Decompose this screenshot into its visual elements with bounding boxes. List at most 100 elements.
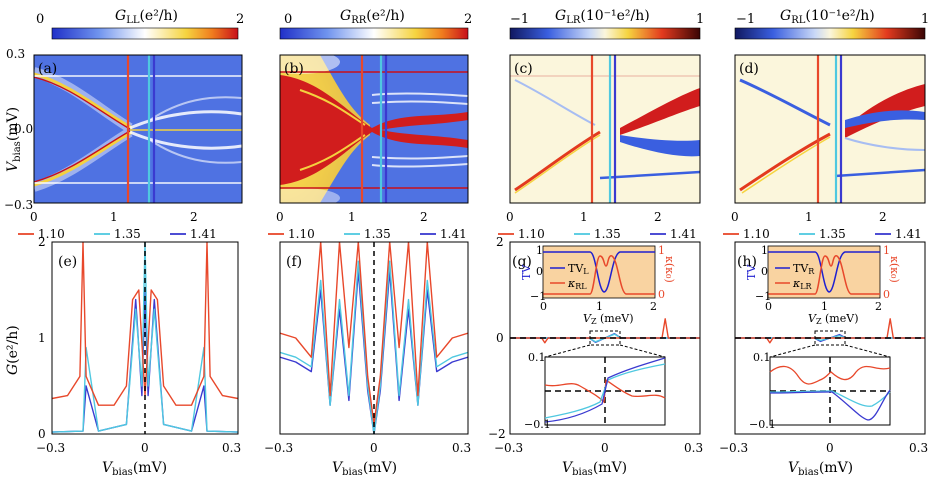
colorbar-d-min: −1 <box>736 12 755 27</box>
panel-e-ytick-0: 0 <box>38 427 46 441</box>
panel-h-inset-xtick-1: 1 <box>821 300 828 313</box>
panel-b-red-core <box>280 75 372 185</box>
panel-f-series-1-35 <box>280 260 468 434</box>
panel-d-yellow-lower <box>741 136 831 194</box>
panel-b-white-stripes <box>371 92 468 168</box>
panel-h-inset-ytick-0: 0 <box>761 265 768 278</box>
panel-e-label: (e) <box>58 254 77 270</box>
panel-h-zoom-red <box>769 365 891 385</box>
panel-c-cuts <box>590 55 617 203</box>
legend-e-label-1: 1.35 <box>114 227 141 241</box>
panel-h-inset-bg <box>767 245 881 299</box>
panel-g-inset-bg <box>542 245 656 299</box>
panel-b-glow-top <box>280 55 340 74</box>
colorbar-b-max: 2 <box>464 12 472 27</box>
colorbar-d: −1 1 GRL(10⁻¹e²/h) <box>734 8 929 40</box>
panel-d-blue-upper <box>739 78 831 127</box>
panel-d-blue-mid <box>844 137 925 151</box>
panel-g-inset-legend-k: κRL <box>567 277 587 291</box>
panel-h-inset-kappa <box>768 255 880 295</box>
panel-h-zoom-ytick-top: 0.1 <box>753 351 771 364</box>
top-ylabel: Vbias(mV) <box>5 107 23 172</box>
panel-g-zoom-lead-l <box>544 344 591 358</box>
panel-a-branch3 <box>149 96 242 121</box>
colorbar-a-title: GLL(e²/h) <box>115 8 178 26</box>
panel-g-ytick-m2: −2 <box>488 427 506 441</box>
panel-b-frame <box>279 54 469 204</box>
colorbar-d-max: 1 <box>921 12 929 27</box>
panel-g-inset-tv <box>543 251 655 293</box>
panel-g-xtick-l: −0.3 <box>494 441 523 455</box>
panel-h-zoom-lead-l <box>769 344 816 358</box>
panel-h-zoom: 0.1 −0.1 <box>749 330 891 431</box>
panel-c-red-lower <box>514 130 601 192</box>
panel-b-label: (b) <box>284 61 304 77</box>
colorbar-a-min: 0 <box>36 12 44 27</box>
legend-f-label-2: 1.41 <box>440 227 467 241</box>
panel-h-inset-legend-k: κLR <box>792 277 813 291</box>
panel-d-frame <box>734 54 926 204</box>
panel-e-ytick-1: 1 <box>38 331 46 345</box>
panel-a-frame <box>33 54 243 204</box>
panel-a <box>34 55 242 203</box>
top-ytick-mid: 0.0 <box>14 122 33 136</box>
panel-d-red-blob <box>845 84 925 138</box>
panel-c-xtick-0: 0 <box>506 210 514 224</box>
panel-c-blue-faint1 <box>514 79 596 126</box>
panel-h-zoom-src <box>814 330 846 346</box>
panel-g-inset-xlabel: VZ (meV) <box>583 312 633 326</box>
panel-a-red-lower <box>34 130 131 183</box>
panel-d-cuts <box>816 55 843 203</box>
panel-c <box>510 55 700 203</box>
panel-h-zoom-cyan <box>769 390 891 407</box>
panel-g-inset-xtick-0: 0 <box>540 300 547 313</box>
panel-g-xtick-m: 0 <box>601 441 609 455</box>
panel-h-inset-yleft: TV <box>745 264 758 280</box>
panel-e-xtick-m: 0 <box>141 441 149 455</box>
panel-d <box>735 55 925 203</box>
panel-g-zoom-cyan <box>544 363 666 419</box>
panel-h-label: (h) <box>737 254 757 270</box>
legend-g-label-1: 1.35 <box>594 227 621 241</box>
panel-h-inset-rtick-0: 0 <box>883 288 890 301</box>
legend-e-label-0: 1.10 <box>38 227 65 241</box>
panel-g-zoom-ytick-top: 0.1 <box>528 351 546 364</box>
colorbar-c: −1 1 GLR(10⁻¹e²/h) <box>509 8 704 40</box>
panel-a-bg <box>34 55 242 203</box>
panel-h-inset-ytick-m1: −1 <box>755 290 771 303</box>
legend-h-label-0: 1.10 <box>743 227 770 241</box>
panel-a-xtick-0: 0 <box>30 210 38 224</box>
panel-b-glow-bot <box>280 188 340 203</box>
panel-h-inset-yright: κ(κ₀) <box>888 256 901 283</box>
panel-a-branch4 <box>149 139 242 164</box>
panel-h-inset-legend-tv: TVR <box>793 262 815 276</box>
panel-c-blue-lower-blob <box>620 135 700 157</box>
panel-g-zoom-blue <box>544 357 666 423</box>
panel-g-inset-ytick-m1: −1 <box>530 290 546 303</box>
top-ytick-top: 0.3 <box>6 47 25 61</box>
panel-h-zoom-lead-r <box>844 344 891 358</box>
panel-a-branch2 <box>129 130 242 150</box>
legends: 1.10 1.35 1.41 1.10 1.35 1.41 1.10 1.35 1.41 1.10… <box>18 227 922 241</box>
legend-f-label-1: 1.35 <box>364 227 391 241</box>
panel-d-xtick-2: 2 <box>879 210 887 224</box>
panel-b-red-branch2 <box>372 128 468 148</box>
panel-e-ytick-2: 2 <box>38 235 46 249</box>
panel-f-xtick-m: 0 <box>370 441 378 455</box>
panel-a-red-upper <box>34 76 131 130</box>
panel-c-xtick-1: 1 <box>580 210 588 224</box>
panel-f-series-1-41 <box>280 270 468 434</box>
panel-g-inset-xtick-2: 2 <box>650 300 657 313</box>
panel-b-xtick-0: 0 <box>276 210 284 224</box>
legend-f-label-0: 1.10 <box>288 227 315 241</box>
panel-a-yellow-upper <box>34 72 133 130</box>
panel-c-red-upper-blob <box>620 88 700 135</box>
panel-g-inset-yright: κ(κ₀) <box>663 256 676 283</box>
panel-a-yellow-lower <box>34 130 133 187</box>
panel-g-ytick-0: 0 <box>496 331 504 345</box>
panel-h-inset-xtick-0: 0 <box>765 300 772 313</box>
colorbar-c-strip <box>509 27 701 40</box>
legend-g-label-0: 1.10 <box>518 227 545 241</box>
panel-e-xtick-l: −0.3 <box>36 441 65 455</box>
